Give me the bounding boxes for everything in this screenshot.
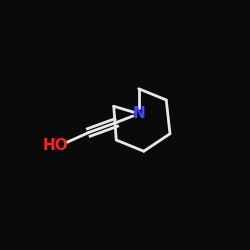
Text: N: N xyxy=(132,106,145,121)
Text: HO: HO xyxy=(42,138,68,152)
